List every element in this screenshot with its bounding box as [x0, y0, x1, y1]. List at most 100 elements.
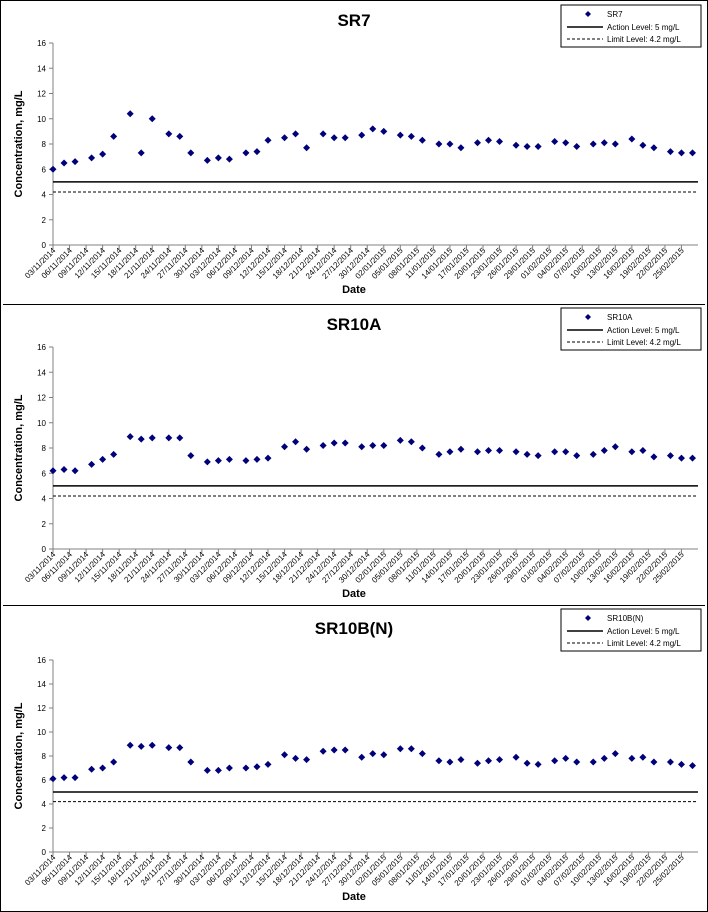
data-point — [396, 436, 404, 444]
data-point — [303, 756, 311, 764]
y-tick-label: 14 — [37, 64, 46, 73]
data-point — [88, 154, 96, 162]
data-point — [126, 741, 134, 749]
data-point — [650, 453, 658, 461]
data-point — [380, 127, 388, 135]
data-point — [214, 457, 222, 465]
data-point — [253, 763, 261, 771]
data-point — [600, 139, 608, 147]
data-point — [165, 434, 173, 442]
data-point — [589, 758, 597, 766]
data-point — [677, 760, 685, 768]
data-point — [137, 435, 145, 443]
y-tick-label: 8 — [42, 752, 47, 761]
data-point — [126, 110, 134, 118]
legend-entry-action: Action Level: 5 mg/L — [607, 326, 680, 335]
x-axis-label: Date — [342, 284, 366, 296]
y-axis-label: Concentration, mg/L — [13, 702, 25, 809]
data-point — [264, 136, 272, 144]
y-tick-label: 14 — [37, 368, 46, 377]
data-point — [137, 742, 145, 750]
data-point — [611, 443, 619, 451]
legend-box — [560, 307, 702, 351]
data-point — [435, 450, 443, 458]
data-point — [99, 764, 107, 772]
data-point — [628, 448, 636, 456]
data-point — [446, 758, 454, 766]
data-point — [418, 136, 426, 144]
y-tick-label: 16 — [37, 39, 46, 48]
data-point — [688, 762, 696, 770]
data-point — [380, 751, 388, 759]
legend-marker — [585, 11, 591, 17]
y-tick-label: 6 — [42, 776, 47, 785]
data-point — [457, 144, 465, 152]
x-axis-label: Date — [342, 891, 366, 903]
data-point — [341, 746, 349, 754]
data-point — [253, 455, 261, 463]
data-point — [628, 135, 636, 143]
data-point — [358, 443, 366, 451]
data-point — [49, 775, 57, 783]
y-tick-label: 12 — [37, 90, 46, 99]
y-tick-label: 12 — [37, 704, 46, 713]
data-point — [496, 137, 504, 145]
data-point — [534, 452, 542, 460]
legend-marker — [585, 314, 591, 320]
data-point — [573, 452, 581, 460]
data-point — [148, 115, 156, 123]
data-point — [88, 765, 96, 773]
data-point — [99, 455, 107, 463]
data-point — [485, 136, 493, 144]
data-point — [551, 757, 559, 765]
data-point — [407, 745, 415, 753]
chart-panel-sr10a: SR10A 0 2 4 6 8 10 12 14 16 03/11/2014 06/11/2014 09… — [3, 306, 705, 606]
chart-svg: SR10B(N)024681012141603/11/201406/11/201… — [13, 608, 702, 903]
data-point — [396, 131, 404, 139]
data-point — [473, 759, 481, 767]
legend-box — [560, 4, 702, 48]
data-point — [319, 747, 327, 755]
data-point — [176, 132, 184, 140]
legend-entry-limit: Limit Level: 4.2 mg/L — [607, 639, 681, 648]
data-point — [187, 149, 195, 157]
y-tick-label: 2 — [42, 216, 47, 225]
y-tick-label: 12 — [37, 394, 46, 403]
data-point — [600, 447, 608, 455]
data-point — [600, 754, 608, 762]
legend-entry-limit: Limit Level: 4.2 mg/L — [607, 338, 681, 347]
legend-entry-action: Action Level: 5 mg/L — [607, 627, 680, 636]
data-point — [214, 154, 222, 162]
data-point — [165, 744, 173, 752]
y-tick-label: 6 — [42, 165, 47, 174]
data-point — [203, 458, 211, 466]
y-tick-label: 10 — [37, 115, 46, 124]
legend-entry-series: SR10A — [607, 313, 633, 322]
data-point — [71, 467, 79, 475]
data-point — [242, 764, 250, 772]
chart-svg: SR7024681012141603/11/201406/11/201409/1… — [13, 4, 702, 296]
y-tick-label: 10 — [37, 419, 46, 428]
data-point — [330, 134, 338, 142]
data-point — [628, 754, 636, 762]
data-point — [203, 766, 211, 774]
data-point — [330, 439, 338, 447]
legend-entry-limit: Limit Level: 4.2 mg/L — [607, 35, 681, 44]
data-point — [49, 165, 57, 173]
data-point — [639, 141, 647, 149]
chart-title: SR7 — [337, 11, 370, 30]
data-point — [303, 144, 311, 152]
data-point — [435, 140, 443, 148]
chart-legend: SR7 Action Level: 5 mg/L Limit Level: 4.2 … — [560, 4, 702, 48]
chart-svg: SR10A024681012141603/11/201406/11/201409… — [13, 307, 702, 600]
data-point — [176, 744, 184, 752]
y-tick-label: 16 — [37, 343, 46, 352]
data-point — [264, 760, 272, 768]
data-point — [60, 159, 68, 167]
data-point — [512, 448, 520, 456]
data-point — [457, 445, 465, 453]
data-point — [292, 130, 300, 138]
data-point — [639, 447, 647, 455]
data-point — [60, 465, 68, 473]
